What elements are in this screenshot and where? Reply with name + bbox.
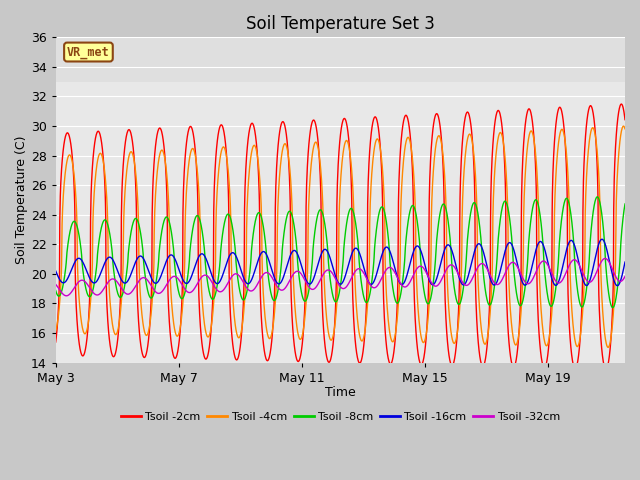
Tsoil -8cm: [52, 288, 60, 293]
Tsoil -4cm: [224, 162, 232, 168]
Tsoil -16cm: [52, 268, 60, 274]
Tsoil -16cm: [548, 277, 556, 283]
Tsoil -2cm: [224, 169, 232, 175]
Tsoil -4cm: [604, 345, 612, 350]
Tsoil -16cm: [621, 259, 629, 265]
Tsoil -2cm: [343, 121, 351, 127]
Tsoil -32cm: [63, 293, 70, 299]
Tsoil -16cm: [267, 264, 275, 270]
Tsoil -2cm: [548, 191, 556, 197]
Tsoil -2cm: [605, 357, 612, 363]
Tsoil -16cm: [605, 256, 612, 262]
Line: Tsoil -16cm: Tsoil -16cm: [56, 239, 625, 286]
Tsoil -32cm: [605, 259, 613, 265]
Y-axis label: Soil Temperature (C): Soil Temperature (C): [15, 136, 28, 264]
Tsoil -8cm: [621, 201, 629, 207]
Tsoil -16cm: [401, 277, 409, 283]
Tsoil -4cm: [620, 123, 627, 129]
Tsoil -2cm: [602, 367, 610, 372]
Tsoil -32cm: [402, 284, 410, 290]
Tsoil -32cm: [621, 274, 629, 279]
Line: Tsoil -32cm: Tsoil -32cm: [56, 258, 625, 296]
Tsoil -4cm: [605, 344, 612, 349]
Title: Soil Temperature Set 3: Soil Temperature Set 3: [246, 15, 435, 33]
X-axis label: Time: Time: [325, 386, 356, 399]
Line: Tsoil -8cm: Tsoil -8cm: [56, 197, 625, 308]
Line: Tsoil -4cm: Tsoil -4cm: [56, 126, 625, 348]
Tsoil -2cm: [618, 101, 625, 107]
Tsoil -8cm: [605, 292, 612, 298]
Tsoil -8cm: [548, 302, 556, 308]
Tsoil -4cm: [343, 138, 351, 144]
Tsoil -32cm: [52, 281, 60, 287]
Tsoil -8cm: [609, 305, 616, 311]
Tsoil -4cm: [548, 300, 556, 306]
Bar: [56, 37, 625, 82]
Line: Tsoil -2cm: Tsoil -2cm: [56, 104, 625, 370]
Tsoil -32cm: [268, 273, 275, 279]
Tsoil -32cm: [343, 283, 351, 289]
Tsoil -8cm: [593, 194, 601, 200]
Tsoil -32cm: [224, 280, 232, 286]
Tsoil -16cm: [343, 269, 351, 275]
Tsoil -8cm: [267, 290, 275, 296]
Tsoil -2cm: [621, 117, 629, 122]
Tsoil -16cm: [598, 236, 605, 242]
Tsoil -2cm: [267, 345, 275, 351]
Tsoil -32cm: [549, 273, 557, 278]
Tsoil -2cm: [52, 339, 60, 345]
Text: VR_met: VR_met: [67, 46, 110, 59]
Tsoil -4cm: [401, 142, 409, 148]
Tsoil -4cm: [52, 328, 60, 334]
Tsoil -8cm: [401, 244, 409, 250]
Tsoil -4cm: [621, 126, 629, 132]
Tsoil -32cm: [601, 255, 609, 261]
Tsoil -2cm: [401, 113, 409, 119]
Tsoil -4cm: [267, 334, 275, 339]
Tsoil -16cm: [614, 283, 621, 288]
Tsoil -8cm: [224, 211, 232, 217]
Tsoil -8cm: [343, 220, 351, 226]
Tsoil -16cm: [224, 257, 232, 263]
Legend: Tsoil -2cm, Tsoil -4cm, Tsoil -8cm, Tsoil -16cm, Tsoil -32cm: Tsoil -2cm, Tsoil -4cm, Tsoil -8cm, Tsoi…: [116, 407, 564, 426]
